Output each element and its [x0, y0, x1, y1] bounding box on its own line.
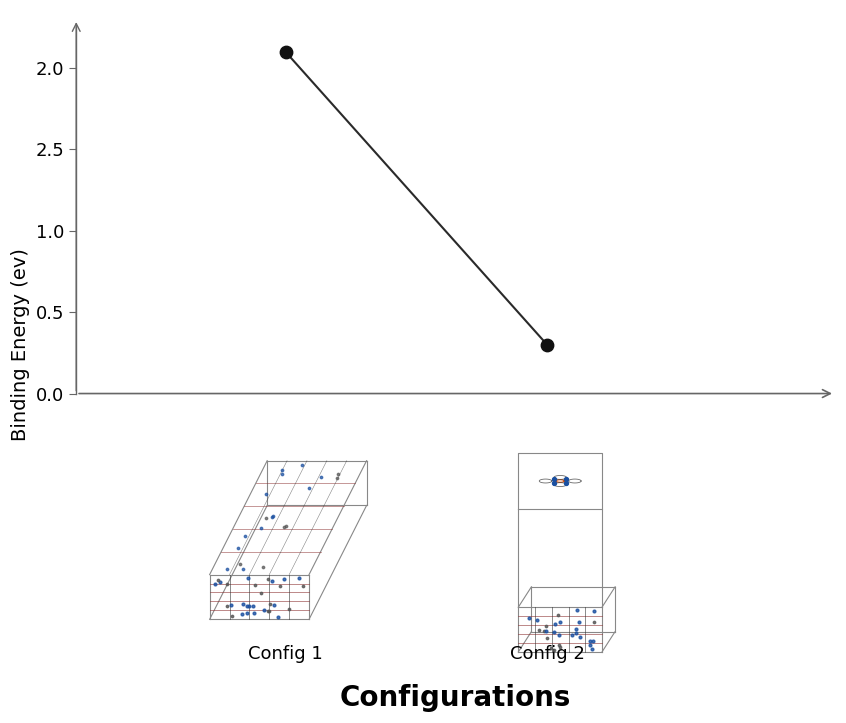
Point — [267, 599, 281, 610]
Point — [573, 631, 586, 643]
Point — [530, 614, 544, 625]
Point — [540, 620, 553, 631]
Point — [212, 574, 225, 586]
Point — [559, 477, 573, 489]
Point — [239, 600, 253, 612]
Point — [302, 482, 316, 493]
Point — [569, 623, 582, 634]
Point — [226, 610, 239, 622]
Point — [553, 641, 567, 653]
Point — [220, 564, 233, 576]
Point — [236, 599, 250, 610]
Point — [293, 572, 306, 583]
Point — [569, 628, 583, 639]
Point — [259, 512, 272, 523]
Point — [240, 607, 254, 619]
Point — [278, 46, 292, 58]
Point — [572, 617, 585, 628]
Point — [296, 580, 310, 591]
Point — [247, 607, 261, 618]
Y-axis label: Binding Energy (ev): Binding Energy (ev) — [11, 248, 30, 441]
Point — [552, 629, 565, 641]
Point — [232, 542, 245, 554]
Point — [249, 579, 262, 591]
Point — [233, 559, 247, 570]
Point — [314, 471, 327, 482]
Point — [584, 639, 597, 651]
Point — [241, 573, 255, 584]
Point — [279, 520, 293, 531]
Point — [256, 562, 270, 573]
Point — [260, 488, 273, 500]
Point — [552, 639, 566, 651]
Point — [541, 632, 554, 643]
Point — [331, 468, 344, 479]
Point — [570, 604, 584, 615]
Point — [587, 605, 601, 617]
Point — [266, 511, 279, 523]
Point — [239, 530, 252, 542]
Point — [522, 612, 536, 624]
Point — [273, 580, 287, 591]
Point — [254, 587, 267, 599]
Point — [224, 599, 238, 611]
Point — [254, 522, 267, 534]
Point — [547, 477, 561, 489]
Point — [586, 635, 600, 646]
Point — [266, 510, 280, 521]
Point — [541, 339, 554, 351]
Point — [221, 600, 234, 612]
Point — [264, 598, 277, 609]
Point — [261, 573, 275, 585]
X-axis label: Configurations: Configurations — [340, 684, 571, 712]
Point — [277, 573, 290, 584]
Point — [209, 578, 222, 590]
Point — [277, 521, 291, 533]
Point — [295, 460, 309, 471]
Point — [261, 605, 275, 617]
Text: Config 1: Config 1 — [248, 645, 323, 663]
Point — [256, 604, 270, 616]
Point — [540, 625, 553, 637]
Point — [271, 611, 284, 623]
Point — [537, 625, 551, 637]
Point — [213, 576, 227, 588]
Point — [584, 636, 597, 647]
Point — [559, 474, 573, 485]
Point — [587, 616, 601, 628]
Point — [243, 601, 256, 612]
Point — [236, 563, 250, 575]
Point — [545, 642, 558, 654]
Point — [532, 624, 546, 636]
Point — [276, 469, 289, 480]
Text: Config 2: Config 2 — [509, 645, 585, 663]
Point — [330, 472, 343, 484]
Point — [547, 626, 561, 638]
Point — [553, 616, 567, 628]
Point — [265, 575, 278, 586]
Point — [585, 643, 599, 655]
Point — [221, 578, 234, 590]
Point — [552, 609, 565, 621]
Point — [547, 474, 561, 485]
Point — [283, 603, 296, 615]
Point — [275, 464, 288, 476]
Point — [565, 629, 579, 641]
Point — [246, 600, 260, 612]
Point — [235, 608, 249, 620]
Point — [262, 605, 276, 617]
Point — [547, 644, 561, 656]
Point — [548, 618, 562, 630]
